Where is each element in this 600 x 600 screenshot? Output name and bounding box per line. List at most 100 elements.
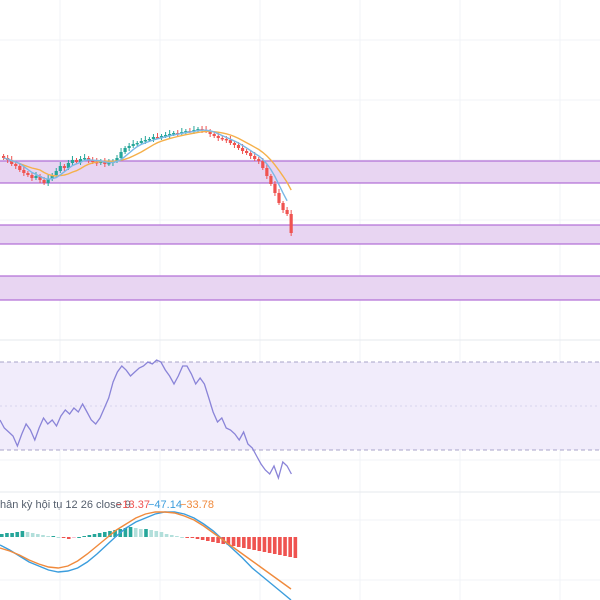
candle-body [143, 140, 147, 142]
candle-body [107, 163, 111, 165]
candle-body [115, 158, 119, 161]
histogram-bar [36, 534, 40, 537]
candle-body [74, 160, 79, 162]
histogram-bar [226, 537, 231, 545]
candle-body [249, 153, 253, 156]
rsi-polyline [0, 359, 292, 481]
candle-body [14, 164, 18, 166]
histogram-bar [46, 536, 50, 537]
candle-body [159, 136, 164, 138]
candle-body [236, 145, 241, 148]
histogram-bar [72, 537, 76, 538]
histogram-bar [20, 531, 25, 537]
histogram-bar [206, 537, 210, 541]
histogram-bar [262, 537, 267, 552]
macd-line [0, 511, 292, 600]
rsi-pane[interactable] [0, 359, 600, 481]
histogram-bar [82, 536, 86, 537]
histogram-bar [51, 536, 56, 537]
histogram-bar [154, 531, 159, 537]
histogram-bar [175, 536, 179, 537]
histogram-bar [278, 537, 282, 555]
candle-body [224, 139, 228, 141]
histogram-bar [25, 532, 30, 537]
histogram-bar [128, 527, 133, 537]
ma-fast-line [3, 129, 288, 202]
candle-body [147, 139, 151, 141]
histogram-bar [242, 537, 246, 548]
histogram-bar [10, 533, 14, 537]
histogram-bar [164, 534, 169, 537]
histogram-bar [180, 537, 184, 538]
histogram-bar [87, 535, 92, 537]
histogram-bar [139, 529, 143, 537]
candle-body [269, 176, 273, 184]
candle-body [216, 136, 220, 138]
candle-body [265, 168, 269, 176]
macd-pane[interactable]: hân kỳ hội tụ 12 26 close 9 −13.37 −47.1… [0, 499, 298, 600]
candle-body [38, 176, 42, 180]
support-zone-1 [0, 224, 600, 245]
candle-body [123, 148, 127, 152]
candle-body [83, 158, 87, 160]
histogram-bar [236, 537, 241, 547]
candle-body [78, 159, 83, 162]
candle-body [164, 135, 168, 137]
histogram-bar [92, 534, 97, 537]
candle-body [66, 163, 70, 168]
candle-body [54, 171, 58, 175]
price-zones [0, 160, 600, 301]
candle-body [257, 159, 261, 161]
histogram-bar [113, 530, 117, 537]
candle-body [10, 160, 14, 164]
histogram-bar [30, 533, 35, 537]
histogram-bar [0, 534, 4, 537]
candle-body [253, 156, 257, 159]
histogram-bar [97, 533, 102, 537]
candle-body [119, 152, 123, 158]
candle-body [127, 146, 131, 148]
histogram-bar [288, 537, 292, 557]
candle-body [58, 166, 62, 171]
candle-body [228, 140, 232, 143]
candle-body [26, 173, 30, 175]
candle-body [2, 156, 6, 158]
candle-body [34, 176, 38, 178]
candle-body [184, 131, 188, 133]
histogram-bar [159, 532, 164, 537]
histogram-bar [257, 537, 262, 551]
candle-body [151, 137, 156, 139]
histogram-bar [211, 537, 215, 542]
candle-body [30, 175, 34, 178]
candle-body [285, 210, 289, 214]
price-pane[interactable] [0, 126, 600, 301]
histogram-bar [149, 530, 153, 537]
candle-body [240, 148, 245, 151]
candle-body [281, 203, 285, 210]
histogram-bar [267, 537, 272, 553]
histogram-bar [195, 537, 200, 539]
candle-body [50, 175, 54, 179]
histogram-bar [272, 537, 277, 554]
histogram-bar [252, 537, 256, 550]
macd-legend-hist-value: −13.37 [116, 499, 150, 511]
moving-averages [3, 129, 292, 202]
histogram-bar [103, 532, 107, 537]
histogram-bar [247, 537, 251, 549]
histogram-bar [56, 537, 61, 538]
rsi-band [0, 361, 600, 451]
histogram-bar [77, 537, 81, 538]
candle-body [220, 138, 224, 140]
histogram-bar [144, 529, 148, 537]
support-zone-2 [0, 275, 600, 301]
candle-body [172, 133, 176, 135]
candle-body [196, 129, 200, 131]
histogram-bar [283, 537, 287, 556]
histogram-bar [61, 537, 66, 538]
candle-body [62, 166, 66, 168]
candle-body [289, 214, 293, 233]
candle-body [139, 141, 143, 143]
histogram-bar [231, 537, 236, 546]
